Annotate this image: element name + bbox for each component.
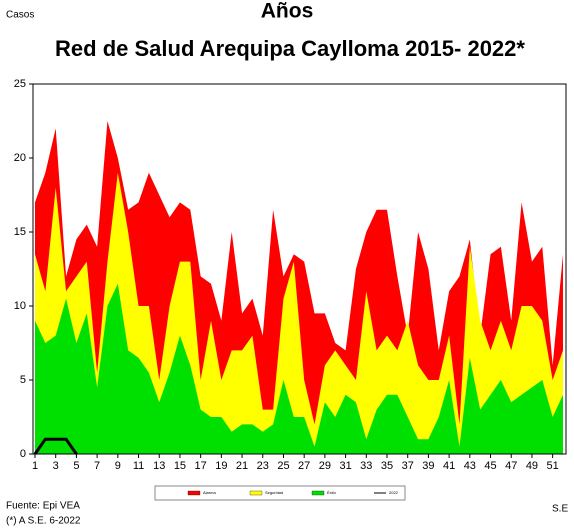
x-tick-label: 23 (257, 460, 269, 472)
x-tick-label: 49 (526, 460, 538, 472)
x-tick-label: 21 (236, 460, 248, 472)
x-tick-label: 9 (115, 460, 121, 472)
x-tick-label: 5 (73, 460, 79, 472)
legend-swatch (249, 490, 263, 496)
x-tick-label: 25 (277, 460, 289, 472)
x-tick-label: 35 (381, 460, 393, 472)
x-tick-label: 3 (53, 460, 59, 472)
x-tick-label: 13 (153, 460, 165, 472)
plot-frame (32, 83, 567, 455)
chart-subtitle: Red de Salud Arequipa Caylloma 2015- 202… (55, 36, 525, 61)
legend-label: Seguridad (265, 490, 283, 495)
x-tick-label: 7 (94, 460, 100, 472)
area (35, 283, 563, 454)
legend-label: Alarma (203, 490, 216, 495)
x-tick-label: 39 (422, 460, 434, 472)
y-tick-label: 10 (14, 300, 26, 312)
y-tick-label: 0 (20, 448, 26, 460)
x-tick-label: 47 (505, 460, 517, 472)
y-tick-label: 5 (20, 374, 26, 386)
y-axis-label: Casos (6, 10, 34, 21)
x-tick-label: 11 (133, 460, 144, 472)
x-tick-label: 33 (360, 460, 372, 472)
legend-swatch (311, 490, 325, 496)
x-tick-label: 19 (215, 460, 227, 472)
y-tick-label: 15 (14, 226, 26, 238)
y-tick-label: 20 (14, 152, 26, 164)
x-tick-label: 41 (443, 460, 455, 472)
y-tick-label: 25 (14, 78, 26, 90)
legend-swatch (187, 490, 201, 496)
x-tick-label: 51 (547, 460, 559, 472)
note: (*) A S.E. 6-2022 (6, 516, 81, 527)
x-tick-label: 29 (319, 460, 331, 472)
x-tick-label: 31 (339, 460, 351, 472)
x-tick-label: 37 (402, 460, 414, 472)
x-tick-label: 1 (32, 460, 38, 472)
chart-title: Años (261, 0, 314, 23)
x-tick-label: 15 (174, 460, 186, 472)
x-tick-label: 45 (484, 460, 496, 472)
legend-label: 2022 (389, 490, 399, 495)
source: Fuente: Epi VEA (6, 501, 80, 512)
legend-box (154, 485, 406, 501)
x-tick-label: 27 (298, 460, 310, 472)
x-tick-label: 43 (464, 460, 476, 472)
x-tick-label: 17 (195, 460, 207, 472)
x-axis-label: S.E (552, 504, 568, 515)
line (33, 437, 78, 455)
legend-label: Éxito (327, 490, 337, 495)
